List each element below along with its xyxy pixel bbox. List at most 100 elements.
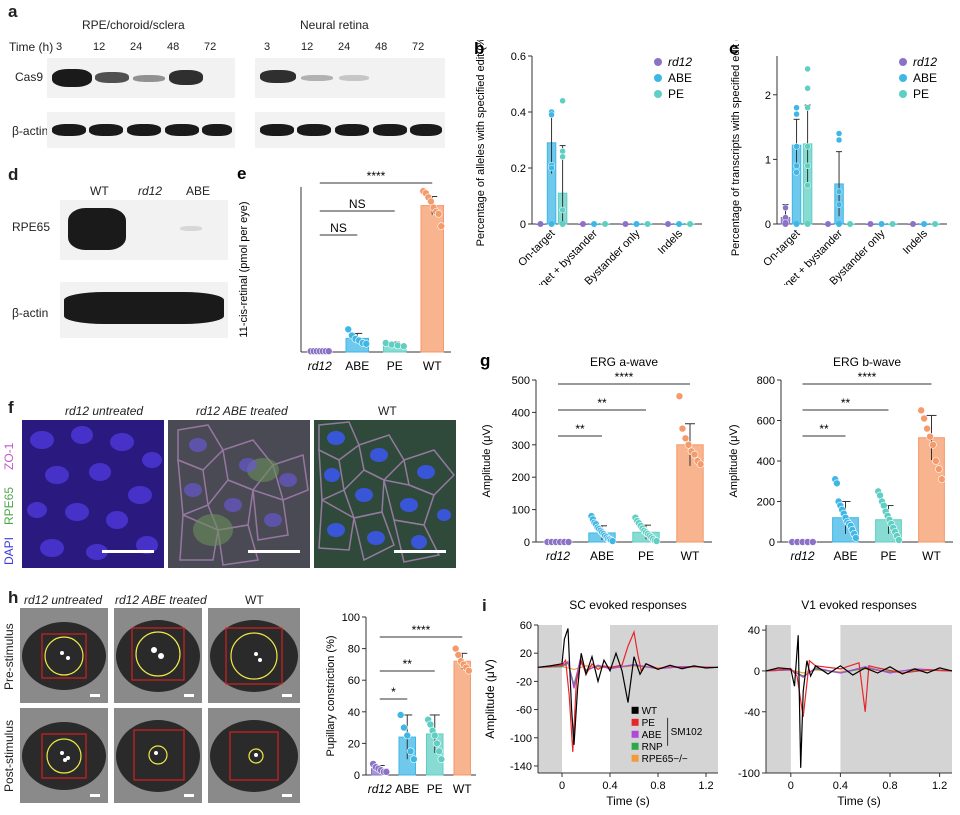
data-point — [793, 110, 800, 118]
data-point — [410, 755, 418, 763]
panel-label: g — [480, 352, 490, 370]
time-label: 3 — [264, 41, 271, 53]
data-point — [696, 460, 705, 469]
eye-post-abe — [114, 708, 202, 803]
x-tick-label: rd12 — [790, 549, 814, 563]
legend-label: ABE — [913, 71, 937, 85]
y-axis-label: Amplitude (μV) — [728, 425, 740, 498]
chart-title: ERG a-wave — [590, 355, 658, 369]
significance-label: NS — [330, 221, 347, 235]
y-tick-label: -60 — [516, 705, 532, 717]
x-tick-label: 0.8 — [882, 780, 897, 792]
y-tick-label: 500 — [512, 375, 530, 387]
x-tick-label: 0 — [559, 780, 565, 792]
legend-label: PE — [642, 718, 656, 729]
data-point — [548, 111, 555, 119]
x-tick-label: On-target — [761, 228, 802, 269]
data-point — [430, 731, 439, 740]
blot-actin-rpe — [47, 112, 235, 148]
panel-label-d: d — [8, 165, 19, 184]
data-point — [917, 406, 925, 415]
y-axis-label: Percentage of transcripts with specified… — [730, 40, 742, 256]
x-tick-label: ABE — [395, 782, 419, 796]
x-tick-label: 1.2 — [698, 780, 713, 792]
x-tick-label: rd12 — [368, 782, 392, 796]
time-label: 24 — [130, 41, 143, 53]
y-tick-label: 600 — [757, 416, 775, 428]
series-line — [765, 635, 953, 768]
y-tick-label: 2 — [765, 90, 771, 102]
eye-row-pre: Pre-stimulus — [2, 623, 16, 690]
chart-b-svg: b 0 0.2 0.4 0.6 Percentage of alleles with sp… — [474, 40, 702, 285]
stimulus-off-region — [538, 625, 562, 773]
y-tick-label: 80 — [348, 644, 360, 656]
eye-title-3: WT — [245, 593, 264, 607]
eye-pre-wt — [208, 608, 300, 703]
legend-group-label: SM102 — [671, 727, 703, 738]
row-label-actin-a: β-actin — [12, 124, 49, 138]
data-point — [929, 441, 937, 449]
time-label: 72 — [412, 41, 425, 53]
panel-label: b — [474, 40, 484, 58]
legend-marker — [631, 730, 639, 738]
legend-marker — [654, 74, 662, 82]
y-tick-label: 0 — [354, 770, 360, 782]
data-point — [437, 755, 446, 763]
legend-marker — [631, 754, 639, 762]
row-label-actin-d: β-actin — [12, 306, 49, 320]
x-tick-label: 1.2 — [932, 780, 947, 792]
significance-label: **** — [858, 370, 877, 384]
data-point — [564, 538, 573, 546]
time-label: 12 — [93, 41, 106, 53]
data-point — [403, 731, 412, 740]
data-point — [362, 339, 371, 348]
significance-label: ** — [819, 422, 829, 436]
eye-row-post: Post-stimulus — [2, 719, 16, 792]
data-point — [559, 147, 566, 155]
y-axis-label: Amplitude (μV) — [483, 659, 497, 739]
x-axis-label: Time (s) — [606, 794, 650, 808]
micro-title-3: WT — [378, 404, 397, 418]
y-tick-label: -100 — [510, 733, 532, 745]
data-point — [793, 169, 800, 176]
data-point — [804, 162, 811, 170]
data-point — [426, 720, 435, 729]
data-point — [559, 97, 566, 105]
y-tick-label: 0.2 — [511, 163, 526, 175]
data-point — [804, 85, 811, 92]
x-tick-label: rd12 — [546, 549, 570, 563]
time-label: 24 — [338, 41, 351, 53]
stimulus-off-region — [610, 625, 718, 773]
data-point — [804, 65, 811, 73]
y-tick-label: 60 — [520, 620, 532, 632]
data-point — [434, 210, 443, 218]
data-point — [382, 768, 391, 776]
data-point — [400, 723, 408, 732]
data-point — [923, 424, 931, 433]
legend-label: WT — [642, 706, 658, 717]
data-point — [580, 221, 586, 227]
legend-label: RPE65−/− — [642, 754, 688, 765]
x-tick-label: WT — [453, 782, 472, 796]
x-tick-label: 0.8 — [650, 780, 665, 792]
panel-label-h: h — [8, 588, 19, 607]
data-point — [804, 104, 811, 111]
panel-label: e — [237, 165, 246, 183]
data-point — [675, 392, 684, 401]
data-point — [878, 221, 885, 227]
data-point — [889, 221, 896, 227]
y-tick-label: 0 — [765, 219, 771, 231]
significance-label: ** — [403, 657, 413, 671]
y-tick-label: 0 — [524, 537, 530, 549]
time-label: 3 — [56, 41, 63, 53]
data-point — [548, 221, 555, 227]
stimulus-off-region — [766, 625, 791, 773]
data-point — [684, 441, 693, 449]
x-tick-label: PE — [427, 782, 443, 796]
data-point — [895, 536, 903, 544]
y-tick-label: 100 — [512, 505, 530, 517]
data-point — [782, 221, 789, 227]
blot-actin-d — [60, 282, 228, 338]
y-tick-label: -100 — [738, 768, 760, 780]
data-point — [809, 538, 817, 546]
